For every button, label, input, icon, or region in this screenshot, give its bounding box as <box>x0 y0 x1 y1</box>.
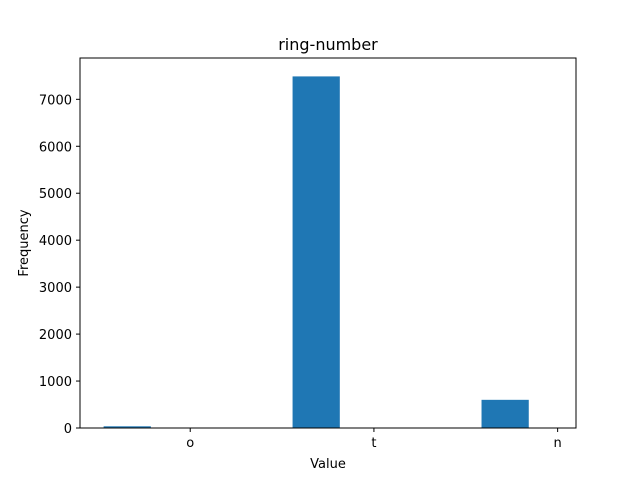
x-tick-label: t <box>371 436 376 451</box>
y-tick-label: 2000 <box>39 328 72 343</box>
bar-o <box>292 76 340 428</box>
y-tick-label: 7000 <box>39 93 72 108</box>
x-tick-label: o <box>186 436 194 451</box>
y-tick-label: 0 <box>64 422 72 437</box>
bars-group <box>103 76 529 428</box>
y-tick-label: 5000 <box>39 187 72 202</box>
plot-frame <box>79 57 577 429</box>
bar-t <box>481 399 529 428</box>
y-tick-label: 6000 <box>39 140 72 155</box>
y-tick-label: 1000 <box>39 375 72 390</box>
x-tick-label: n <box>554 436 562 451</box>
x-axis-label: Value <box>310 457 346 472</box>
y-axis-label: Frequency <box>17 209 32 276</box>
y-axis-ticks: 0 1000 2000 3000 4000 5000 6000 7000 <box>39 93 80 437</box>
y-tick-label: 4000 <box>39 234 72 249</box>
chart-title: ring-number <box>278 35 378 54</box>
bar-n <box>103 426 151 428</box>
y-tick-label: 3000 <box>39 281 72 296</box>
